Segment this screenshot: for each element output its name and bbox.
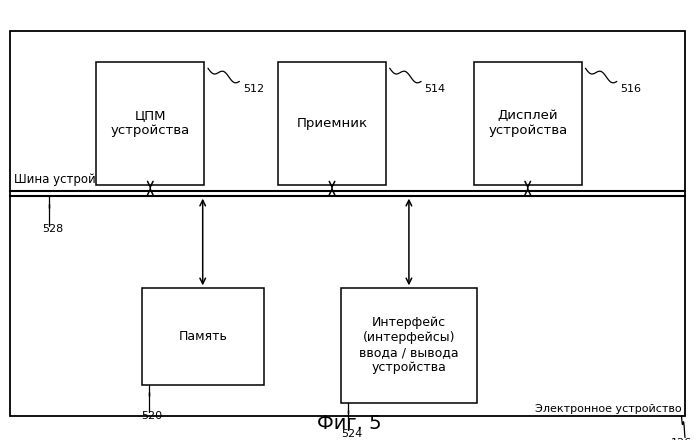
Text: 520: 520 bbox=[141, 411, 163, 422]
Text: ЦПМ
устройства: ЦПМ устройства bbox=[110, 109, 190, 137]
Bar bbox=[10, 31, 685, 416]
Text: Шина устройства: Шина устройства bbox=[14, 173, 123, 186]
Bar bbox=[474, 62, 582, 185]
Text: Электронное устройство: Электронное устройство bbox=[535, 403, 682, 414]
Text: Дисплей
устройства: Дисплей устройства bbox=[488, 109, 568, 137]
Bar bbox=[141, 288, 264, 385]
Text: Фиг. 5: Фиг. 5 bbox=[317, 414, 382, 433]
Text: Приемник: Приемник bbox=[296, 117, 368, 130]
Text: 514: 514 bbox=[425, 84, 446, 94]
Text: 126: 126 bbox=[671, 438, 692, 440]
Text: 512: 512 bbox=[243, 84, 264, 94]
Text: Интерфейс
(интерфейсы)
ввода / вывода
устройства: Интерфейс (интерфейсы) ввода / вывода ус… bbox=[359, 316, 459, 374]
Text: 516: 516 bbox=[621, 84, 642, 94]
Text: 524: 524 bbox=[340, 429, 362, 439]
Text: 528: 528 bbox=[42, 224, 63, 235]
Text: Память: Память bbox=[178, 330, 227, 343]
Bar bbox=[278, 62, 386, 185]
Bar bbox=[96, 62, 204, 185]
Bar bbox=[340, 288, 477, 403]
